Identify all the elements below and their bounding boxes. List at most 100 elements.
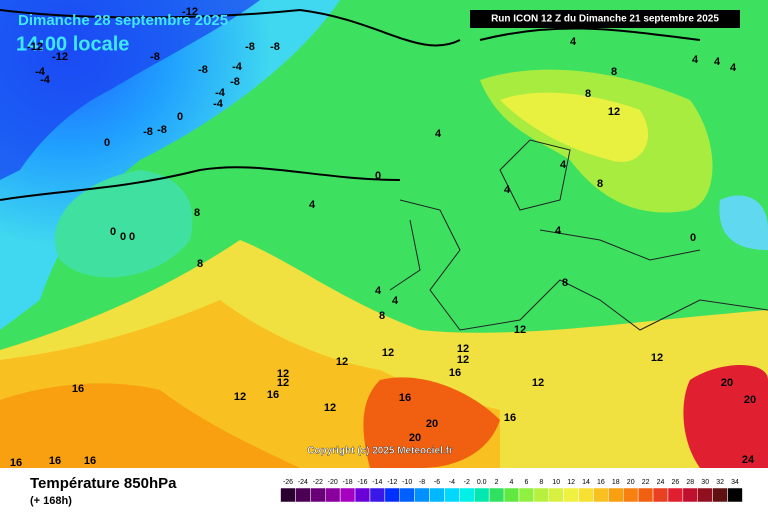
contour-label: 8 bbox=[611, 66, 617, 78]
colorbar-tick-label: 8 bbox=[539, 479, 543, 486]
colorbar-tick-label: 12 bbox=[567, 479, 575, 486]
colorbar-tick-label: 4 bbox=[510, 479, 514, 486]
contour-label: 12 bbox=[608, 106, 620, 118]
colorbar-swatch bbox=[444, 487, 460, 503]
contour-label: 16 bbox=[449, 367, 461, 379]
colorbar-tick-label: -18 bbox=[343, 479, 353, 486]
colorbar-swatch bbox=[488, 487, 505, 503]
colorbar-swatch bbox=[295, 487, 311, 503]
colorbar-swatch bbox=[474, 487, 490, 503]
contour-label: -8 bbox=[270, 41, 280, 53]
contour-label: 12 bbox=[336, 356, 348, 368]
colorbar-tick-label: 30 bbox=[701, 479, 709, 486]
contour-label: -8 bbox=[245, 41, 255, 53]
contour-label: 12 bbox=[532, 377, 544, 389]
contour-label: 24 bbox=[742, 454, 755, 466]
colorbar-tick-label: 14 bbox=[582, 479, 590, 486]
contour-label: 12 bbox=[324, 402, 336, 414]
hot-east bbox=[683, 365, 768, 468]
contour-label: -8 bbox=[143, 126, 153, 138]
contour-label: 4 bbox=[570, 36, 577, 48]
cool-region bbox=[54, 170, 193, 278]
copyright: Copyright (c) 2025 Meteociel.fr bbox=[307, 446, 453, 457]
contour-label: 0 bbox=[177, 111, 183, 123]
map-date: Dimanche 28 septembre 2025 bbox=[18, 12, 228, 29]
contour-label: -8 bbox=[198, 64, 208, 76]
contour-label: 16 bbox=[267, 389, 279, 401]
coastline bbox=[389, 139, 768, 331]
colorbar-tick-label: 32 bbox=[716, 479, 724, 486]
colorbar: -26 -24 -22 -20 -18 -16 -14 -12 -10 -8 -6 -4 -2 0.0 2 4… bbox=[280, 479, 743, 503]
contour-label: -4 bbox=[35, 66, 46, 78]
map-time: 14:00 locale bbox=[16, 33, 129, 55]
colorbar-swatch bbox=[518, 487, 535, 503]
contour-label: 20 bbox=[744, 394, 756, 406]
colorbar-swatch bbox=[697, 487, 713, 503]
contour-label: 0 bbox=[129, 231, 135, 243]
colorbar-tick-label: 28 bbox=[686, 479, 694, 486]
colorbar-tick-label: 34 bbox=[731, 479, 739, 486]
colorbar-swatch bbox=[623, 487, 639, 503]
contour-label: 4 bbox=[692, 54, 699, 66]
colorbar-tick-label: -4 bbox=[449, 479, 455, 486]
contour-label: 0 bbox=[690, 232, 696, 244]
footer-title: Température 850hPa bbox=[30, 475, 177, 492]
colorbar-swatch bbox=[712, 487, 728, 503]
colorbar-swatch bbox=[608, 487, 624, 503]
colorbar-swatch bbox=[503, 487, 520, 503]
colorbar-tick-label: 18 bbox=[612, 479, 620, 486]
colorbar-tick-label: -10 bbox=[402, 479, 412, 486]
map: Dimanche 28 septembre 2025 14:00 locale … bbox=[0, 0, 768, 469]
colorbar-tick-label: 26 bbox=[672, 479, 680, 486]
contour-label: 8 bbox=[194, 207, 200, 219]
colorbar-tick-label: 0.0 bbox=[477, 479, 487, 486]
colorbar-tick-label: -12 bbox=[387, 479, 397, 486]
colorbar-tick-label: 2 bbox=[495, 479, 499, 486]
contour-label: 16 bbox=[49, 455, 61, 467]
colorbar-swatch bbox=[369, 487, 386, 503]
contour-label: 16 bbox=[84, 455, 96, 467]
colorbar-swatch bbox=[280, 487, 296, 503]
colorbar-tick-label: -2 bbox=[464, 479, 470, 486]
contour-line bbox=[0, 8, 701, 201]
contour-label: 12 bbox=[514, 324, 526, 336]
colorbar-tick-label: -14 bbox=[372, 479, 382, 486]
warm-north bbox=[500, 92, 649, 162]
contour-label: 8 bbox=[562, 277, 568, 289]
contour-label: -4 bbox=[232, 61, 243, 73]
contour-label: 4 bbox=[560, 159, 567, 171]
contour-label: 20 bbox=[721, 377, 733, 389]
colorbar-tick-label: -22 bbox=[313, 479, 323, 486]
contour-label: -4 bbox=[215, 87, 226, 99]
colorbar-swatch bbox=[354, 487, 371, 503]
contour-label: -8 bbox=[150, 51, 160, 63]
contour-label: -8 bbox=[157, 124, 167, 136]
contour-label: 0 bbox=[104, 137, 110, 149]
contour-label: -4 bbox=[40, 74, 51, 86]
contour-label: 8 bbox=[379, 310, 385, 322]
colorbar-swatch bbox=[727, 487, 743, 503]
colorbar-tick-label: -8 bbox=[419, 479, 425, 486]
colorbar-swatch bbox=[563, 487, 579, 503]
contour-label: -12 bbox=[52, 51, 68, 63]
colorbar-swatch bbox=[578, 487, 594, 503]
colorbar-tick-label: -20 bbox=[328, 479, 338, 486]
contour-label: 20 bbox=[426, 418, 438, 430]
contour-label: 12 bbox=[382, 347, 394, 359]
contour-label: -4 bbox=[213, 98, 224, 110]
colorbar-swatch bbox=[459, 487, 475, 503]
colorbar-tick-label: 22 bbox=[642, 479, 650, 486]
contour-label: 12 bbox=[277, 368, 289, 380]
contour-label: 4 bbox=[435, 128, 442, 140]
colorbar-swatch bbox=[548, 487, 564, 503]
contour-label: 0 bbox=[110, 226, 116, 238]
contour-label: 8 bbox=[585, 88, 591, 100]
contour-label: 0 bbox=[120, 231, 126, 243]
contour-label: 12 bbox=[234, 391, 246, 403]
contour-label: -12 bbox=[27, 41, 43, 53]
colorbar-swatch bbox=[652, 487, 669, 503]
colorbar-tick-label: -24 bbox=[298, 479, 308, 486]
colorbar-tick-label: 20 bbox=[627, 479, 635, 486]
